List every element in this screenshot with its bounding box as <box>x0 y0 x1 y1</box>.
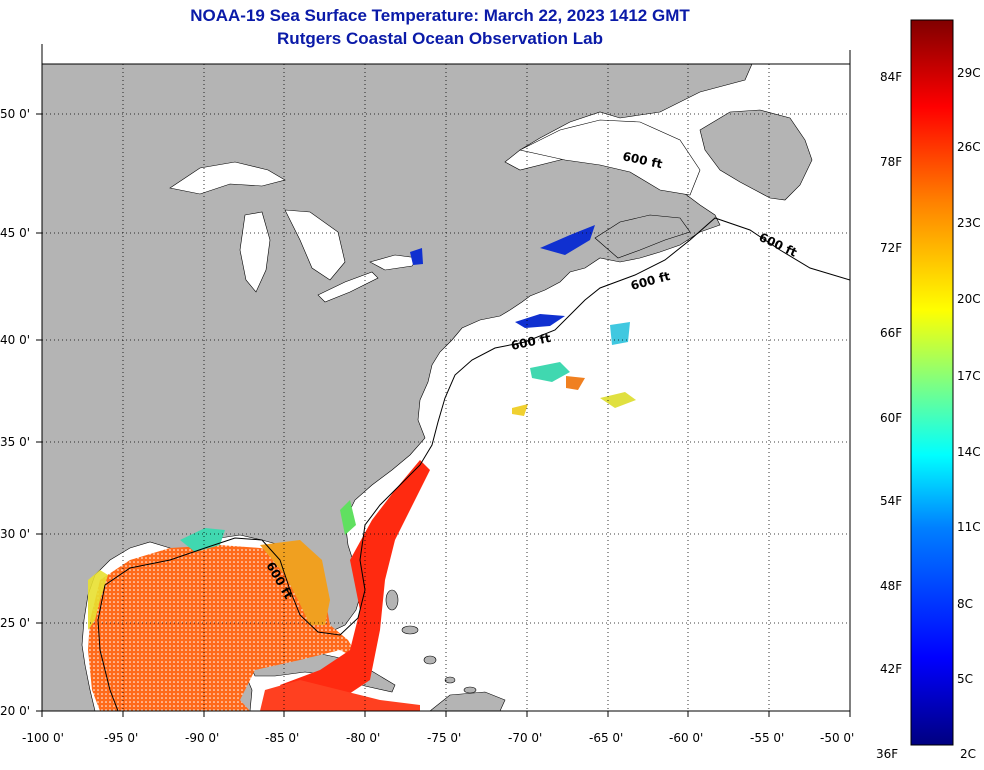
sst-gulf-of-maine-blue <box>515 314 565 328</box>
lon-tick: -100 0' <box>22 731 64 745</box>
cb-c-label: 23C <box>957 216 981 230</box>
cb-c-label: 20C <box>957 292 981 306</box>
cb-f-label: 54F <box>880 494 903 508</box>
cb-f-label: 42F <box>880 662 903 676</box>
cb-f-label: 48F <box>880 579 903 593</box>
cb-f-label: 78F <box>880 155 903 169</box>
cb-f-label: 84F <box>880 70 903 84</box>
sst-data <box>88 225 636 711</box>
lat-tick: 30 0' <box>0 527 30 541</box>
land-newfoundland <box>699 109 813 201</box>
sst-bay-of-fundy-blue <box>540 225 595 255</box>
gulf-st-lawrence <box>519 119 701 196</box>
lake-huron <box>284 209 346 281</box>
lake-superior <box>169 161 286 195</box>
cb-f-label: 60F <box>880 411 903 425</box>
lon-tick: -55 0' <box>750 731 784 745</box>
sst-gulf-west-yellow <box>88 570 108 630</box>
lon-tick: -85 0' <box>265 731 299 745</box>
colorbar <box>910 19 954 746</box>
cb-f-label: 72F <box>880 241 903 255</box>
map-subtitle: Rutgers Coastal Ocean Observation Lab <box>277 29 603 48</box>
lat-tick: 25 0' <box>0 616 30 630</box>
lon-tick: -70 0' <box>508 731 542 745</box>
cb-f-label: 66F <box>880 326 903 340</box>
map-title: NOAA-19 Sea Surface Temperature: March 2… <box>190 6 690 25</box>
sst-coastal-teal <box>180 528 225 552</box>
cb-c-label: 11C <box>957 520 981 534</box>
cb-c-label: 2C <box>960 747 977 761</box>
sst-offshore-yellow <box>600 392 636 408</box>
lon-tick: -50 0' <box>820 731 854 745</box>
sst-offshore-teal <box>530 362 570 382</box>
sst-offshore-cyan <box>610 322 630 345</box>
cb-f-label: 36F <box>876 747 899 761</box>
sst-gulf-stream <box>280 460 430 700</box>
lon-tick-labels: -100 0' -95 0' -90 0' -85 0' -80 0' -75 … <box>22 731 854 745</box>
grid <box>42 64 850 711</box>
great-lakes <box>169 161 419 303</box>
cb-c-label: 14C <box>957 445 981 459</box>
cb-c-label: 29C <box>957 66 981 80</box>
lon-tick: -65 0' <box>589 731 623 745</box>
tick-marks <box>36 44 851 717</box>
lon-tick: -80 0' <box>346 731 380 745</box>
land-nova-scotia <box>594 214 691 259</box>
lat-tick: 40 0' <box>0 333 30 347</box>
lat-tick: 45 0' <box>0 226 30 240</box>
lake-erie <box>317 271 379 303</box>
lat-tick: 20 0' <box>0 704 30 718</box>
lon-tick: -90 0' <box>185 731 219 745</box>
lat-tick: 35 0' <box>0 435 30 449</box>
sst-florida-shelf <box>260 540 330 625</box>
sst-offshore-orange <box>566 376 585 390</box>
cb-c-label: 17C <box>957 369 981 383</box>
lat-tick-labels: 20 0' 25 0' 30 0' 35 0' 40 0' 45 0' 50 0… <box>0 107 30 718</box>
land-hispaniola <box>429 691 506 711</box>
land-bahamas <box>385 589 477 694</box>
lon-tick: -60 0' <box>669 731 703 745</box>
sst-lake-blue <box>410 248 423 265</box>
lake-michigan <box>239 211 271 293</box>
cb-c-label: 5C <box>957 672 974 686</box>
cb-c-label: 26C <box>957 140 981 154</box>
sst-coastal-green <box>340 500 356 535</box>
sst-caribbean <box>260 680 420 711</box>
sst-offshore-yellow2 <box>512 404 528 416</box>
isobath-600ft <box>97 217 850 711</box>
lon-tick: -75 0' <box>427 731 461 745</box>
lon-tick: -95 0' <box>104 731 138 745</box>
cb-c-label: 8C <box>957 597 974 611</box>
lat-tick: 50 0' <box>0 107 30 121</box>
